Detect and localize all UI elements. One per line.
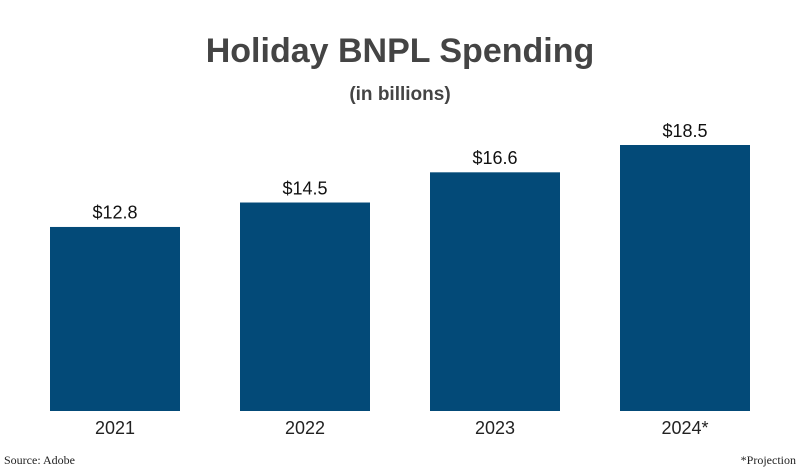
value-label: $16.6 — [472, 148, 517, 168]
value-label: $14.5 — [282, 178, 327, 198]
bar — [240, 202, 370, 411]
chart-title: Holiday BNPL Spending — [206, 32, 595, 70]
x-tick-label: 2021 — [95, 418, 135, 438]
value-label: $12.8 — [92, 203, 137, 223]
bar — [50, 226, 180, 411]
x-tick-label: 2022 — [285, 418, 325, 438]
bar — [620, 145, 750, 411]
source: Source: Adobe — [4, 453, 75, 467]
x-tick-label: 2024* — [661, 418, 708, 438]
value-label: $18.5 — [662, 121, 707, 141]
x-tick-label: 2023 — [475, 418, 515, 438]
note: *Projection — [741, 453, 796, 467]
chart-subtitle: (in billions) — [349, 84, 450, 105]
bar — [430, 172, 560, 411]
